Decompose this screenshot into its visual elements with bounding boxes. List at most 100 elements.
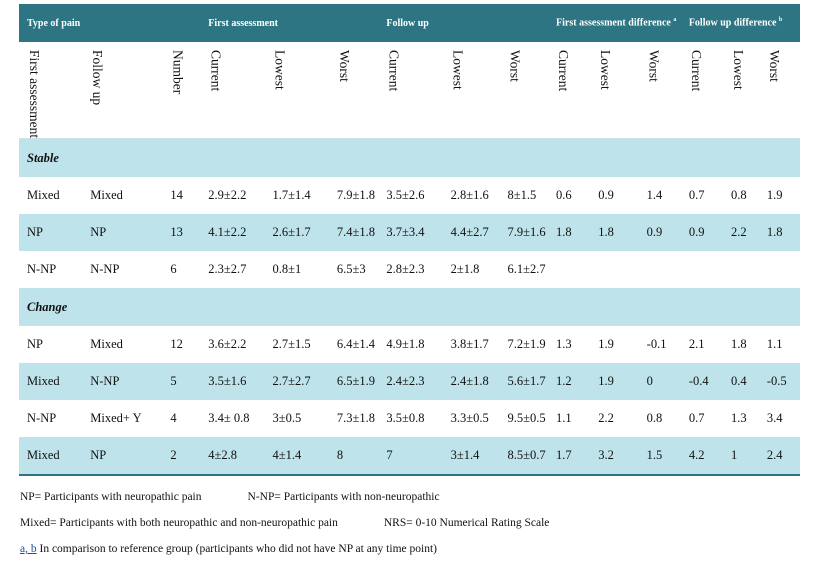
table-cell: Mixed	[82, 177, 163, 215]
group-band-row: Stable	[19, 138, 800, 178]
table-cell: 3.3±0.5	[442, 400, 500, 438]
subheader-cell: Worst	[328, 42, 379, 140]
table-cell: 1.9	[590, 326, 639, 364]
table-cell: N-NP	[82, 251, 163, 289]
table-cell: Mixed	[82, 326, 163, 364]
table-cell: 2.2	[722, 214, 759, 252]
notes-line-1: NP= Participants with neuropathic pain N-…	[20, 490, 549, 516]
table-cell: 4.4±2.7	[442, 214, 500, 252]
table-cell: 0.8	[638, 400, 681, 438]
table-cell: 4.2	[680, 437, 723, 477]
subheader-cell: Worst	[638, 42, 681, 140]
table-cell: Mixed	[19, 363, 83, 401]
table-cell: 7.2±1.9	[499, 326, 549, 364]
header-first-assessment-difference: First assessment difference a	[548, 4, 681, 42]
table-cell: 8.5±0.7	[499, 437, 549, 477]
note-nnp: N-NP= Participants with non-neuropathic	[247, 491, 440, 503]
subheader-label: Lowest	[598, 50, 614, 90]
table-cell: -0.4	[680, 363, 723, 401]
table-cell: 3.5±0.8	[378, 400, 443, 438]
subheader-cell: Follow up	[82, 42, 163, 140]
table-notes: NP= Participants with neuropathic pain N-…	[20, 490, 549, 568]
table-cell: 1.7	[548, 437, 591, 477]
table-cell: 1.1	[548, 400, 591, 438]
header-first-assessment-difference-label: First assessment difference	[556, 17, 671, 29]
subheader-label: Lowest	[730, 50, 746, 90]
subheader-cell: Lowest	[722, 42, 759, 140]
table-cell: 2.2	[590, 400, 639, 438]
table-cell: 3±0.5	[264, 400, 329, 438]
table-cell: 1.8	[722, 326, 759, 364]
note-nrs: NRS= 0-10 Numerical Rating Scale	[383, 517, 550, 529]
subheader-cell: Lowest	[590, 42, 639, 140]
table-cell: 3.6±2.2	[200, 326, 265, 364]
table-cell: 4.9±1.8	[378, 326, 443, 364]
subheader-label: Worst	[507, 50, 523, 82]
table-cell: 4.1±2.2	[200, 214, 265, 252]
table-cell: 2.4±2.3	[378, 363, 443, 401]
table-cell: 3.5±1.6	[200, 363, 265, 401]
table-cell: 3.2	[590, 437, 639, 477]
table-cell: 1	[722, 437, 759, 477]
pain-table: Type of pain First assessment Follow up …	[19, 4, 800, 477]
table-cell: 7	[378, 437, 443, 477]
table-cell: -0.5	[758, 363, 800, 401]
table-cell: 7.3±1.8	[328, 400, 379, 438]
table-cell: 7.4±1.8	[328, 214, 379, 252]
table-cell: 3.5±2.6	[378, 177, 443, 215]
subheader-label: Current	[688, 50, 704, 92]
header-first-assessment: First assessment	[200, 4, 379, 42]
subheader-cell: Worst	[499, 42, 549, 140]
table-cell: 2	[162, 437, 201, 477]
subheader-cell: Current	[548, 42, 591, 140]
table-cell: 2.9±2.2	[200, 177, 265, 215]
table-cell	[638, 251, 681, 289]
table-cell: 2.4±1.8	[442, 363, 500, 401]
table-cell: NP	[19, 214, 83, 252]
table-cell: 9.5±0.5	[499, 400, 549, 438]
table-cell	[590, 251, 639, 289]
header-follow-up-difference: Follow up difference b	[680, 4, 800, 42]
table-cell: 0.7	[680, 177, 723, 215]
table-cell: NP	[82, 214, 163, 252]
table-cell: 7.9±1.8	[328, 177, 379, 215]
table-cell: 3.7±3.4	[378, 214, 443, 252]
group-label: Stable	[19, 138, 800, 178]
footnote-mark-a: a	[673, 17, 677, 24]
table-cell: 0.7	[680, 400, 723, 438]
table-cell: 0.8	[722, 177, 759, 215]
table-cell: NP	[19, 326, 83, 364]
table-cell: 4±2.8	[200, 437, 265, 477]
table-cell: 0.9	[638, 214, 681, 252]
table-cell: 1.2	[548, 363, 591, 401]
subheader-cell: Lowest	[264, 42, 329, 140]
table-cell: 6.5±1.9	[328, 363, 379, 401]
table-cell: 2.7±1.5	[264, 326, 329, 364]
table-cell: 8±1.5	[499, 177, 549, 215]
table-cell: 6.4±1.4	[328, 326, 379, 364]
subheader-label: First assessment	[27, 50, 42, 139]
table-cell: 3.4	[758, 400, 800, 438]
table-cell	[758, 251, 800, 289]
table-cell: 1.7±1.4	[264, 177, 329, 215]
subheader-cell: Current	[680, 42, 723, 140]
note-ab-mark: a, b	[20, 543, 37, 555]
table-cell: 4	[162, 400, 201, 438]
table-cell: 0.6	[548, 177, 591, 215]
table-cell	[548, 251, 591, 289]
table-cell: 0.9	[680, 214, 723, 252]
note-ab-text: In comparison to reference group (partic…	[36, 543, 437, 555]
subheader-row: First assessment Follow up Number Current Lo…	[19, 42, 800, 140]
table-cell: 13	[162, 214, 201, 252]
subheader-label: Worst	[646, 50, 662, 82]
table-header-row: Type of pain First assessment Follow up …	[19, 4, 800, 42]
table-cell: NP	[82, 437, 163, 477]
header-type-of-pain: Type of pain	[19, 4, 201, 42]
table-row: Mixed NP 2 4±2.8 4±1.4 8 7 3±1.4 8.5±0.7 1.7 3.2 1.…	[19, 437, 800, 477]
group-label: Change	[19, 288, 800, 327]
table-cell: 3.4± 0.8	[200, 400, 265, 438]
table-cell: 0.9	[590, 177, 639, 215]
table-cell: 2.4	[758, 437, 800, 477]
table-cell: 0.8±1	[264, 251, 329, 289]
table-cell: 4±1.4	[264, 437, 329, 477]
